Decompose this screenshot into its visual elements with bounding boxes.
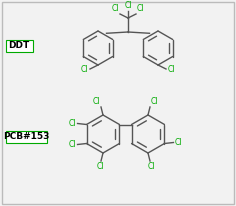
Text: Cl: Cl <box>137 4 144 13</box>
Text: PCB#153: PCB#153 <box>3 132 49 141</box>
Text: Cl: Cl <box>124 1 132 10</box>
Text: Cl: Cl <box>168 64 176 74</box>
Text: Cl: Cl <box>96 162 104 171</box>
Text: Cl: Cl <box>93 97 100 106</box>
FancyBboxPatch shape <box>5 40 33 52</box>
Text: DDT: DDT <box>8 41 30 50</box>
FancyBboxPatch shape <box>5 130 46 143</box>
Text: Cl: Cl <box>69 119 76 128</box>
Text: Cl: Cl <box>147 162 155 171</box>
Text: Cl: Cl <box>174 138 182 147</box>
Text: Cl: Cl <box>111 4 119 13</box>
Text: Cl: Cl <box>80 64 88 74</box>
Text: Cl: Cl <box>151 97 159 106</box>
Text: Cl: Cl <box>69 140 76 149</box>
